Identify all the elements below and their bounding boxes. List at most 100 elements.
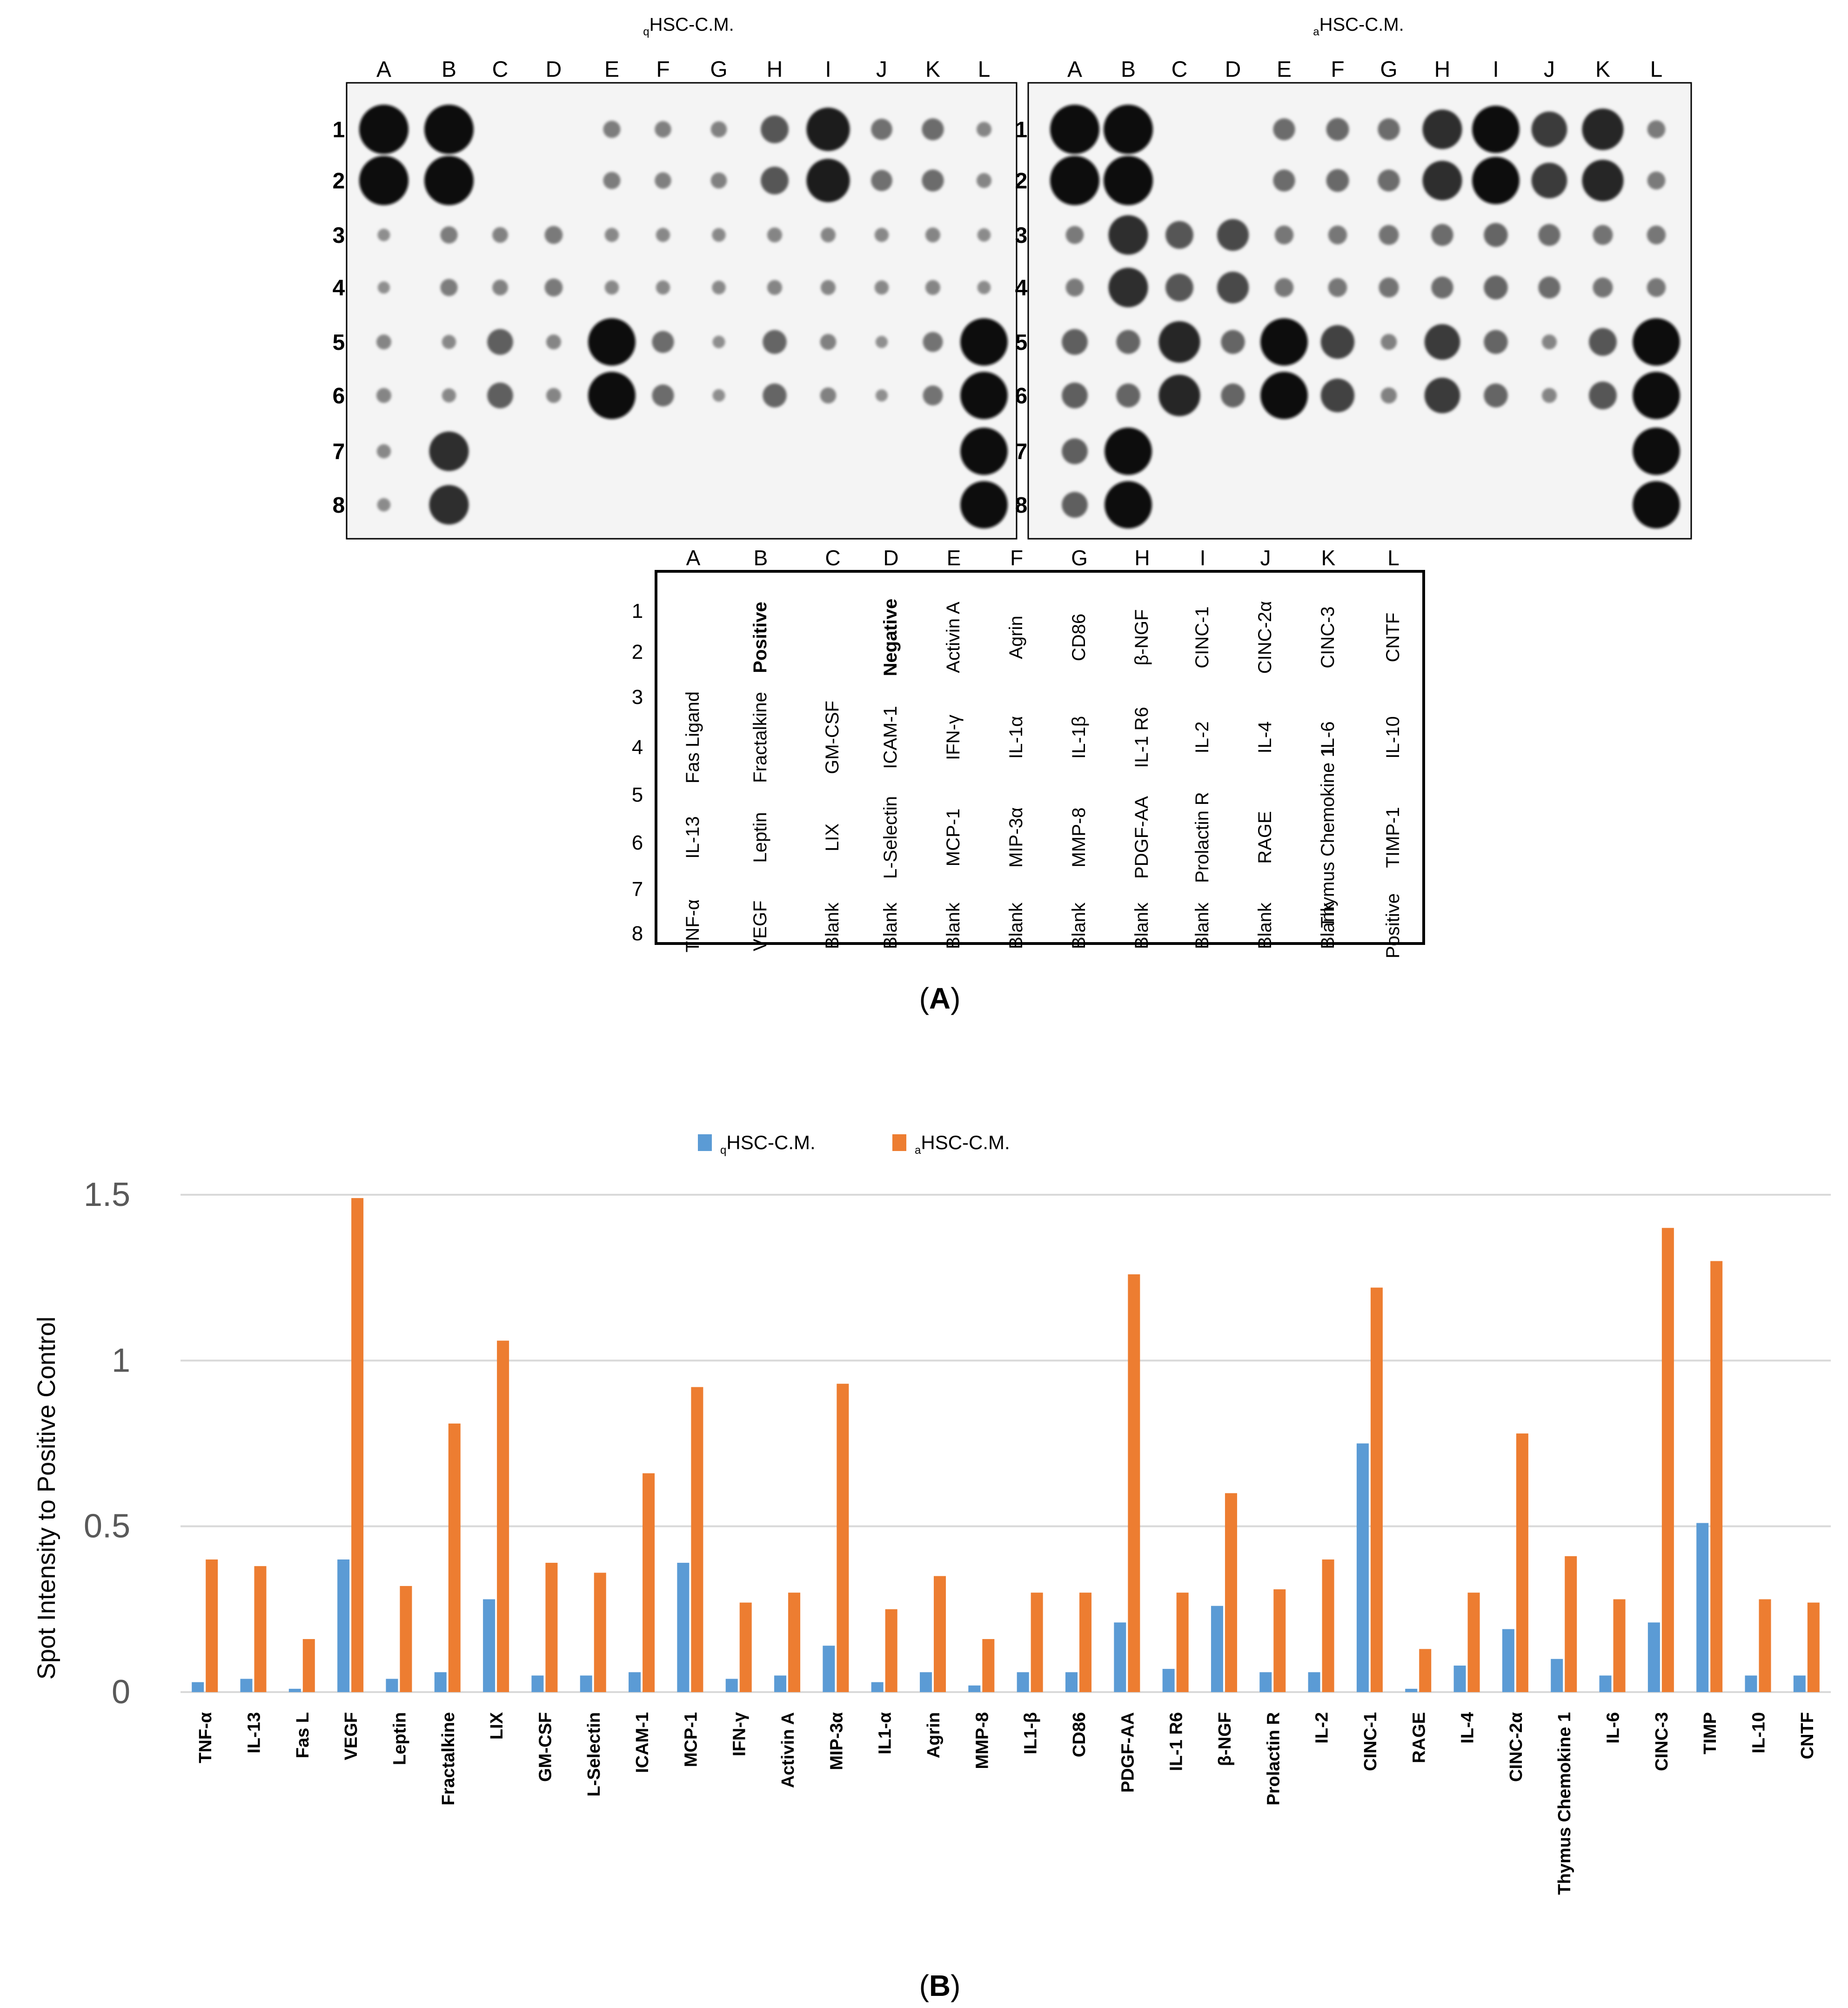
map-label: Leptin [750, 812, 770, 863]
blot-spot [544, 278, 563, 297]
bar-a [302, 1639, 315, 1692]
bar-a [1807, 1602, 1820, 1692]
map-label: Blank [1318, 902, 1338, 949]
blot-spot [820, 227, 836, 243]
blot-spot [1424, 377, 1460, 414]
blot-spot [710, 121, 727, 138]
x-category-label: GM-CSF [536, 1712, 555, 1782]
row-number: 3 [1015, 223, 1028, 248]
blot-spot [1484, 383, 1508, 408]
blot-spot [604, 280, 619, 295]
blot-spot [1050, 105, 1099, 154]
blot-spot [1065, 278, 1084, 297]
bar-a [1176, 1593, 1189, 1692]
blot-spot [1108, 268, 1148, 308]
blot-spot [960, 481, 1008, 529]
blot-spot [1582, 108, 1624, 150]
panel-b-label: (B) [919, 1969, 961, 2002]
bar-q [1502, 1629, 1514, 1692]
row-number: 7 [333, 440, 345, 464]
blot-spot [1633, 372, 1680, 419]
panel-a-dot-blots: qHSC-C.M. aHSC-C.M. A B C D E F G H I J K L 1 2 3 4 5 6 7… [333, 14, 1692, 1015]
blot-spot [1647, 225, 1666, 245]
column-letter: D [1225, 57, 1241, 82]
column-letter: B [1121, 57, 1136, 82]
blot-spot [1647, 120, 1666, 139]
bar-q [483, 1599, 495, 1692]
column-letter: L [978, 57, 991, 82]
map-column-letter: C [825, 546, 840, 570]
blot-spot [655, 172, 671, 189]
bar-q [580, 1675, 592, 1692]
column-letter: E [1277, 57, 1292, 82]
bar-a [1661, 1228, 1674, 1692]
blot-spot [925, 227, 941, 243]
blot-spot [871, 119, 892, 140]
blot-spot [546, 388, 562, 403]
blot-spot [1108, 215, 1148, 255]
map-label: L-Selectin [880, 796, 901, 879]
y-axis-tick-labels: 0 0.5 1 1.5 [84, 1176, 130, 1711]
map-label: Fas Ligand [683, 691, 703, 783]
x-category-label: CD86 [1070, 1712, 1089, 1757]
blot-spot [544, 226, 563, 244]
map-label: Blank [822, 902, 843, 949]
x-category-label: IL1-β [1021, 1712, 1041, 1754]
map-label: IL-13 [683, 816, 703, 858]
bar-q [774, 1675, 787, 1692]
blot-spot [820, 280, 836, 295]
x-category-label: LIX [487, 1712, 507, 1740]
blot-spot [376, 388, 392, 403]
map-row-number: 6 [632, 831, 643, 854]
blot-spot [820, 334, 837, 350]
blot-1-column-letters: A B C D E F G H I J K L [376, 57, 990, 82]
row-number: 2 [1015, 169, 1028, 194]
blot-spot [806, 107, 850, 151]
bar-a [1370, 1287, 1383, 1692]
map-label: Positive [1383, 893, 1403, 958]
map-row-number: 1 [632, 600, 643, 622]
map-label: IL-2 [1192, 722, 1212, 754]
blot-spot [359, 105, 408, 154]
blot-spot [1104, 156, 1153, 205]
bar-q [1696, 1523, 1709, 1692]
panel-b-bar-chart: qHSC-C.M. aHSC-C.M. 0 0.5 1 1.5 Spot Intens… [33, 1131, 1831, 2002]
bar-a [1128, 1274, 1140, 1692]
bar-a [1273, 1589, 1286, 1692]
x-category-label: TIMP [1701, 1712, 1720, 1754]
blot-spot [652, 384, 674, 407]
blot-spot [767, 227, 783, 243]
map-column-letter: H [1134, 546, 1150, 570]
layout-map-column-letters: A B C D E F G H I J K L [686, 546, 1399, 570]
blot-spot [1484, 223, 1508, 247]
map-label: IL-1 R6 [1132, 707, 1152, 768]
y-tick-label: 1.5 [84, 1176, 130, 1213]
blot-spot [960, 372, 1008, 419]
x-category-label: IL-2 [1312, 1712, 1332, 1744]
x-category-label: IL-10 [1749, 1712, 1769, 1754]
blot-spot [1538, 224, 1560, 246]
bar-q [629, 1672, 641, 1692]
bar-a [497, 1340, 509, 1692]
map-column-letter: G [1071, 546, 1088, 570]
gridlines [181, 1194, 1831, 1693]
bar-a [885, 1609, 897, 1692]
bar-q [725, 1679, 738, 1692]
blot-spot [440, 279, 458, 296]
blot-spot [1116, 383, 1140, 408]
blot-spot [424, 105, 474, 154]
blot-spot [1378, 118, 1400, 141]
x-category-label: ICAM-1 [633, 1712, 652, 1773]
column-letter: D [546, 57, 562, 82]
blot-1-spots [359, 105, 1008, 529]
blot-spot [1104, 105, 1153, 154]
y-tick-label: 0 [112, 1673, 130, 1711]
series-a-bars [206, 1198, 1820, 1692]
blot-spot [1633, 428, 1680, 475]
blot-spot [923, 385, 943, 406]
bar-a [982, 1639, 995, 1692]
bar-q [1405, 1688, 1418, 1692]
blot-spot [1589, 328, 1617, 356]
blot-2-column-letters: A B C D E F G H I J K L [1067, 57, 1662, 82]
x-axis-category-labels: TNF-α IL-13 Fas L VEGF Leptin Fractalkine LIX G… [196, 1712, 1817, 1894]
